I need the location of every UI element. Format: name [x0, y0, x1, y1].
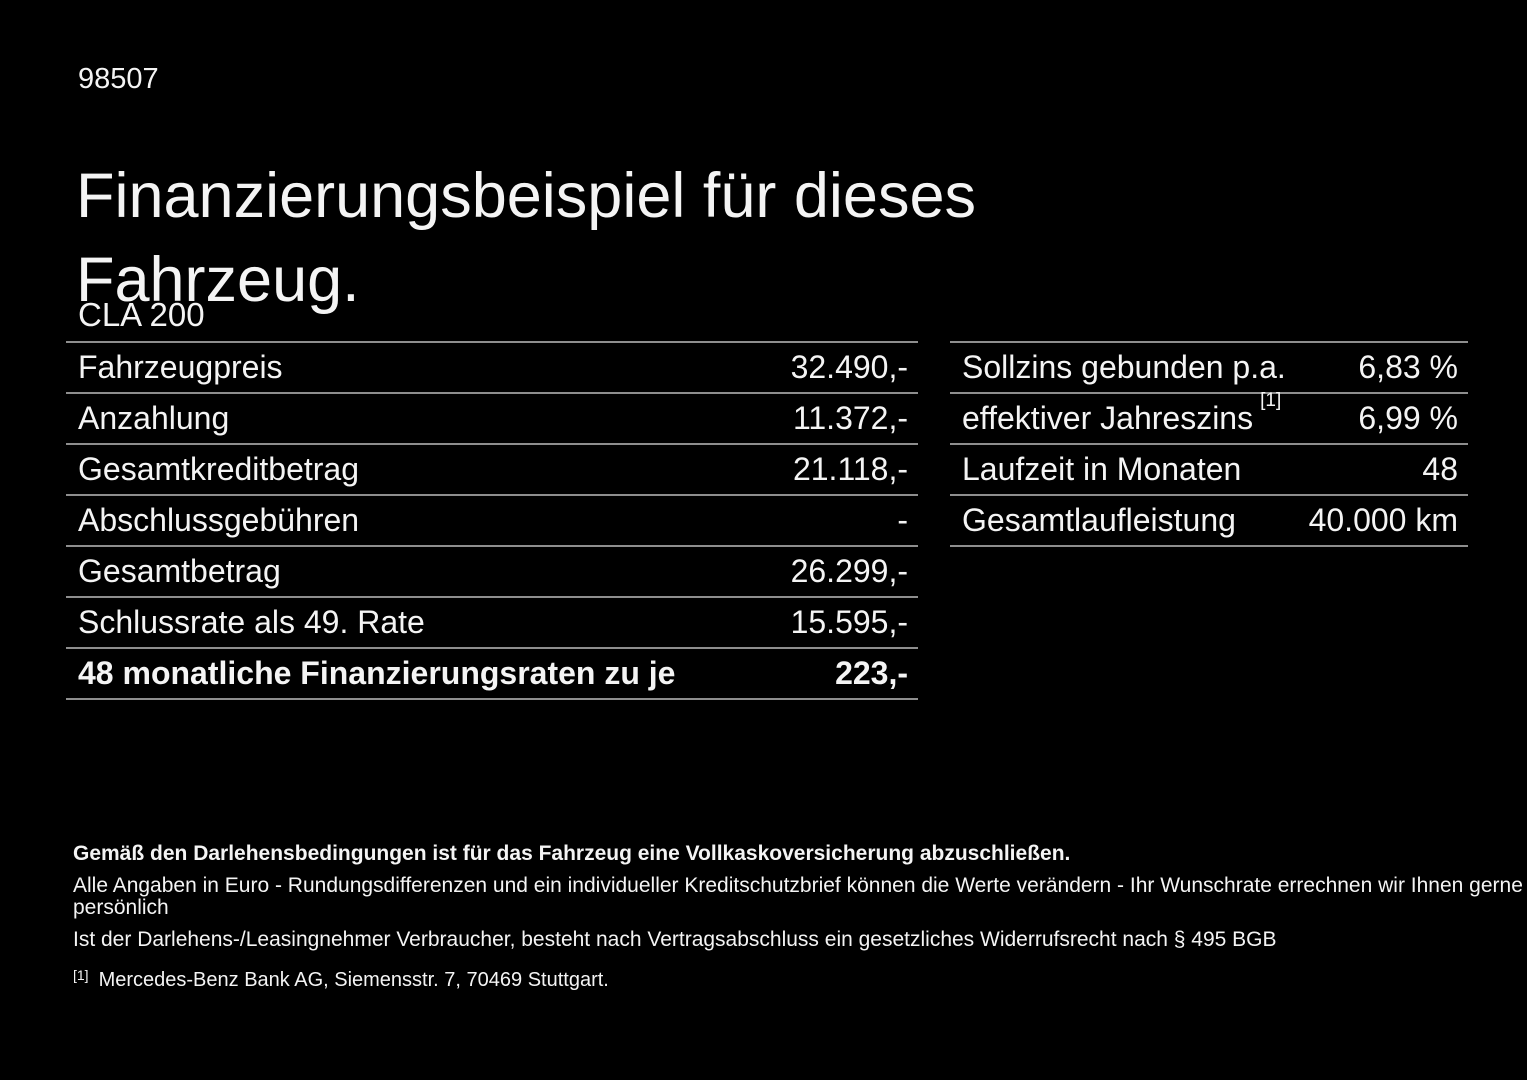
table-row: Gesamtlaufleistung 40.000 km: [950, 496, 1468, 547]
footnote-text: Mercedes-Benz Bank AG, Siemensstr. 7, 70…: [98, 969, 609, 991]
disclaimer-insurance: Gemäß den Darlehensbedingungen ist für d…: [73, 842, 1071, 865]
row-value: -: [897, 502, 908, 538]
row-label: Laufzeit in Monaten: [962, 451, 1242, 487]
table-row: Anzahlung 11.372,-: [66, 394, 918, 445]
row-value: 48: [1422, 451, 1458, 487]
row-value: 6,83 %: [1358, 349, 1458, 385]
disclaimer-euro-note: Alle Angaben in Euro - Rundungsdifferenz…: [73, 874, 1523, 919]
table-row: effektiver Jahreszins [1] 6,99 %: [950, 391, 1468, 445]
table-row: Gesamtkreditbetrag 21.118,-: [66, 445, 918, 496]
offer-id: 98507: [78, 63, 159, 95]
row-label: Gesamtlaufleistung: [962, 502, 1236, 538]
row-label: 48 monatliche Finanzierungsraten zu je: [78, 655, 676, 691]
row-label: Anzahlung: [78, 400, 230, 436]
row-value: 21.118,-: [792, 451, 908, 487]
footnote-marker: [1]: [73, 967, 89, 983]
financing-table-left: Fahrzeugpreis 32.490,- Anzahlung 11.372,…: [66, 341, 918, 700]
row-label: Schlussrate als 49. Rate: [78, 604, 425, 640]
row-value: 15.595,-: [790, 604, 908, 640]
row-label: Gesamtkreditbetrag: [78, 451, 360, 487]
table-row-monthly-rate: 48 monatliche Finanzierungsraten zu je 2…: [66, 649, 918, 700]
footnote-bank-address: [1] Mercedes-Benz Bank AG, Siemensstr. 7,…: [73, 964, 1527, 991]
row-value: 223,-: [835, 655, 908, 691]
row-label: Sollzins gebunden p.a.: [962, 349, 1286, 385]
table-row: Abschlussgebühren -: [66, 496, 918, 547]
row-label: Abschlussgebühren: [78, 502, 360, 538]
row-label: effektiver Jahreszins [1]: [962, 391, 1281, 437]
row-value: 26.299,-: [790, 553, 908, 589]
row-label-text: effektiver Jahreszins: [962, 400, 1254, 436]
page-title: Finanzierungsbeispiel für dieses Fahrzeu…: [76, 161, 976, 316]
row-value: 6,99 %: [1358, 400, 1458, 436]
disclaimer-section: Gemäß den Darlehensbedingungen ist für d…: [73, 843, 1527, 1001]
footnote-reference: [1]: [1260, 390, 1282, 412]
vehicle-model: CLA 200: [78, 296, 205, 333]
table-row: Laufzeit in Monaten 48: [950, 445, 1468, 496]
financing-table-right: Sollzins gebunden p.a. 6,83 % effektiver…: [950, 341, 1468, 547]
row-label: Fahrzeugpreis: [78, 349, 283, 385]
row-value: 32.490,-: [790, 349, 908, 385]
disclaimer-withdrawal-right: Ist der Darlehens-/Leasingnehmer Verbrau…: [73, 928, 1277, 951]
table-row: Gesamtbetrag 26.299,-: [66, 547, 918, 598]
row-label: Gesamtbetrag: [78, 553, 281, 589]
table-row: Schlussrate als 49. Rate 15.595,-: [66, 598, 918, 649]
table-row: Fahrzeugpreis 32.490,-: [66, 343, 918, 394]
table-row: Sollzins gebunden p.a. 6,83 %: [950, 343, 1468, 394]
row-value: 11.372,-: [792, 400, 908, 436]
row-value: 40.000 km: [1308, 502, 1458, 538]
